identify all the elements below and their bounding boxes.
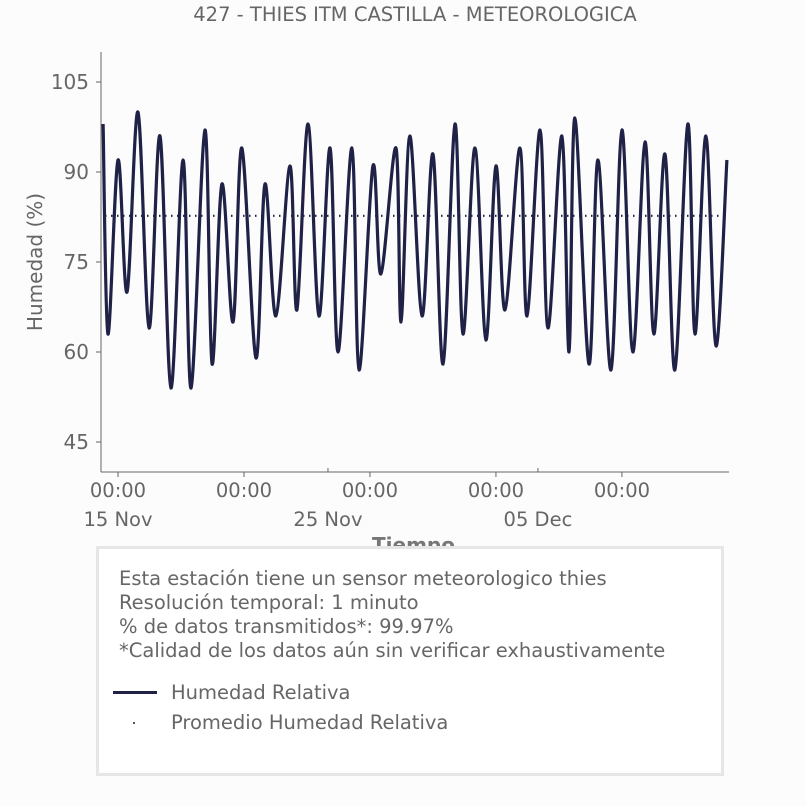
x-tick-date-label: 05 Dec [504,508,573,531]
legend-item-humedad: Humedad Relativa [113,681,351,704]
x-tick-time-label: 00:00 [342,479,398,502]
y-tick-label: 105 [51,70,89,94]
y-tick-label: 90 [64,160,89,184]
x-tick-time-label: 00:00 [594,479,650,502]
info-line: *Calidad de los datos aún sin verificar … [119,639,666,662]
legend-label: Humedad Relativa [171,681,351,704]
chart-title: 427 - THIES ITM CASTILLA - METEOROLOGICA [193,3,637,26]
x-tick-time-label: 00:00 [216,479,272,502]
legend-label: Promedio Humedad Relativa [171,711,449,734]
x-tick-time-label: 00:00 [468,479,524,502]
info-line: Esta estación tiene un sensor meteorolog… [119,567,607,590]
legend-item-promedio: Promedio Humedad Relativa [113,711,448,734]
y-axis-label: Humedad (%) [23,193,47,331]
y-tick-label: 45 [64,430,89,454]
info-line: Resolución temporal: 1 minuto [119,591,419,614]
y-tick-label: 75 [64,250,89,274]
plot-area [101,110,729,390]
info-line: % de datos transmitidos*: 99.97% [119,615,454,638]
x-tick-date-label: 15 Nov [83,508,152,531]
solid-line-swatch [113,691,157,694]
info-text: Esta estación tiene un sensor meteorolog… [119,567,665,663]
x-tick-date-label: 25 Nov [293,508,362,531]
legend-box: Esta estación tiene un sensor meteorolog… [96,546,724,776]
y-tick-label: 60 [64,340,89,364]
axes: 45 60 75 90 105 00:00 00:00 00:00 00:00 00:00 15 N… [51,52,729,531]
humedad-relativa-line [101,110,729,390]
x-tick-time-label: 00:00 [90,479,146,502]
